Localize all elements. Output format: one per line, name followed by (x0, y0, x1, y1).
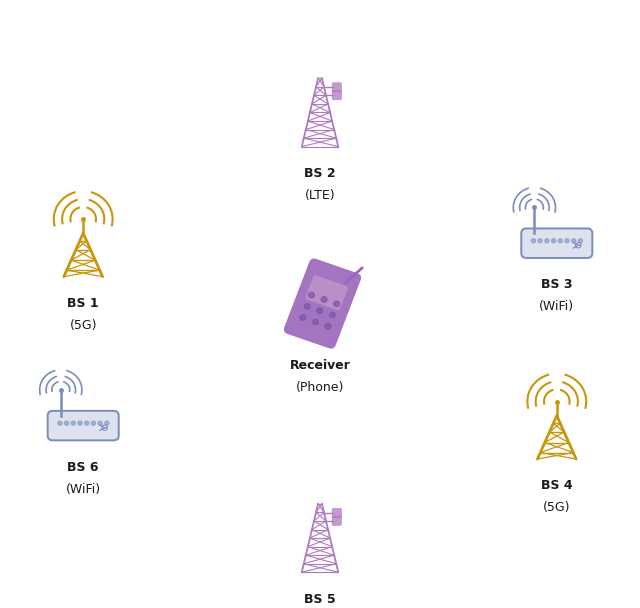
Circle shape (531, 239, 536, 243)
Text: BS 5: BS 5 (304, 593, 336, 606)
Circle shape (312, 319, 318, 325)
Text: BS 3: BS 3 (541, 278, 573, 291)
Circle shape (98, 421, 102, 425)
Circle shape (575, 243, 581, 248)
Circle shape (321, 297, 327, 302)
Circle shape (545, 239, 549, 243)
Circle shape (538, 239, 542, 243)
Circle shape (330, 313, 335, 318)
Text: (WiFi): (WiFi) (66, 483, 100, 496)
Circle shape (558, 239, 563, 243)
Circle shape (58, 421, 62, 425)
Text: (Phone): (Phone) (296, 381, 344, 393)
FancyBboxPatch shape (332, 508, 342, 517)
Circle shape (78, 421, 82, 425)
Circle shape (308, 292, 314, 298)
Circle shape (105, 421, 109, 425)
Circle shape (102, 425, 108, 430)
Circle shape (565, 239, 569, 243)
Circle shape (300, 315, 306, 320)
Text: (5G): (5G) (543, 501, 570, 514)
FancyBboxPatch shape (332, 91, 342, 100)
Circle shape (317, 308, 323, 314)
Text: BS 1: BS 1 (67, 297, 99, 309)
Circle shape (84, 421, 89, 425)
Text: BS 6: BS 6 (67, 461, 99, 474)
Circle shape (579, 239, 582, 243)
Circle shape (71, 421, 76, 425)
FancyBboxPatch shape (332, 83, 342, 92)
Text: (5G): (5G) (70, 319, 97, 331)
FancyBboxPatch shape (332, 516, 342, 525)
FancyBboxPatch shape (284, 259, 361, 348)
Circle shape (552, 239, 556, 243)
Text: BS 2: BS 2 (304, 167, 336, 180)
Circle shape (92, 421, 95, 425)
Text: BS 4: BS 4 (541, 479, 573, 492)
FancyBboxPatch shape (305, 275, 348, 310)
Circle shape (572, 239, 576, 243)
Text: (WiFi): (WiFi) (540, 300, 574, 313)
Text: (LTE): (LTE) (305, 189, 335, 202)
Circle shape (65, 421, 68, 425)
Circle shape (304, 303, 310, 309)
FancyBboxPatch shape (48, 411, 119, 440)
Circle shape (333, 301, 340, 306)
Circle shape (325, 323, 331, 329)
FancyBboxPatch shape (521, 229, 593, 258)
Text: Receiver: Receiver (289, 359, 351, 371)
